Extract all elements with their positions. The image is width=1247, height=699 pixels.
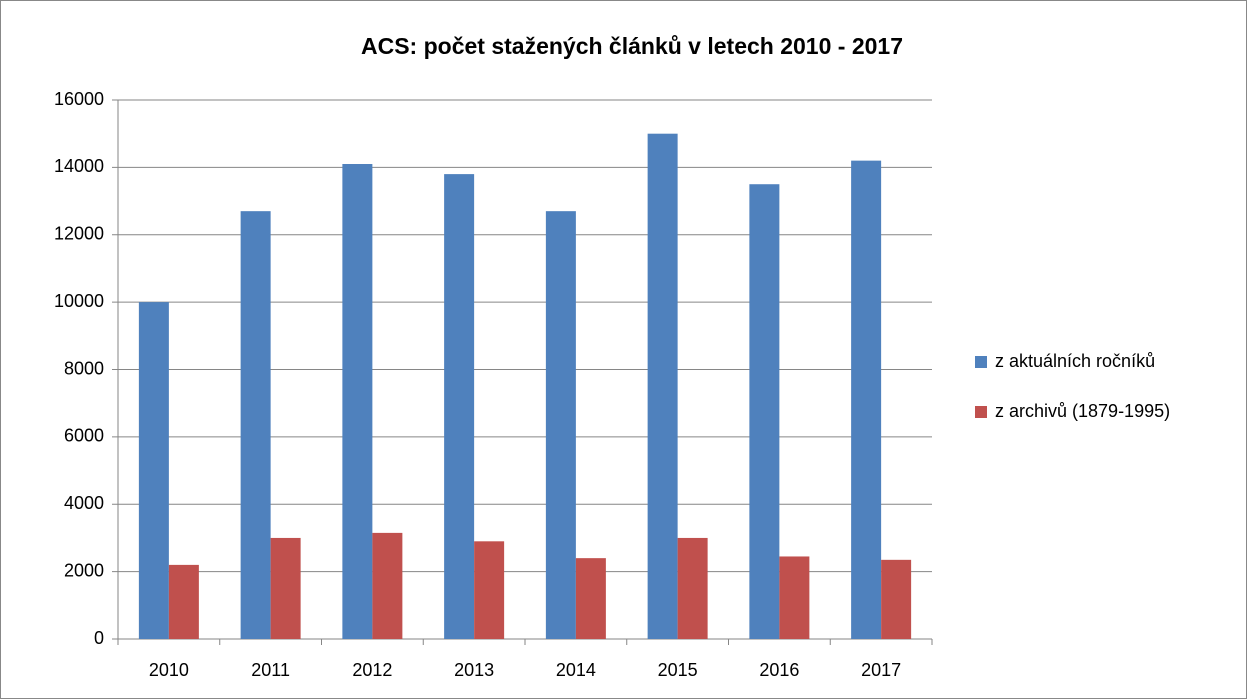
bar [851, 160, 882, 639]
x-tick-label: 2012 [352, 660, 392, 680]
bar [749, 184, 780, 639]
y-tick-label: 16000 [54, 89, 104, 109]
x-tick-label: 2016 [759, 660, 799, 680]
legend-label: z archivů (1879-1995) [995, 401, 1170, 421]
y-tick-label: 0 [94, 628, 104, 648]
bar [647, 133, 678, 639]
bar [270, 537, 301, 639]
y-tick-label: 4000 [64, 493, 104, 513]
y-tick-label: 10000 [54, 291, 104, 311]
x-tick-label: 2015 [658, 660, 698, 680]
bar [881, 559, 912, 639]
bar [342, 164, 373, 639]
bar [240, 211, 271, 639]
bar [779, 556, 810, 639]
y-tick-label: 12000 [54, 224, 104, 244]
y-tick-label: 6000 [64, 426, 104, 446]
y-tick-label: 2000 [64, 560, 104, 580]
bar [138, 302, 169, 639]
legend-swatch [975, 406, 987, 418]
bar [677, 537, 708, 639]
legend-label: z aktuálních ročníků [995, 351, 1155, 371]
bar [444, 174, 475, 640]
x-tick-label: 2010 [149, 660, 189, 680]
bar [575, 558, 606, 639]
x-tick-label: 2014 [556, 660, 596, 680]
bar [545, 211, 576, 639]
y-tick-label: 14000 [54, 156, 104, 176]
chart-title: ACS: počet stažených článků v letech 201… [361, 33, 903, 59]
bar [372, 532, 403, 639]
y-tick-label: 8000 [64, 358, 104, 378]
x-tick-label: 2013 [454, 660, 494, 680]
legend-swatch [975, 356, 987, 368]
bar [474, 541, 505, 639]
x-tick-label: 2017 [861, 660, 901, 680]
bar [168, 564, 199, 639]
x-tick-label: 2011 [251, 660, 290, 680]
